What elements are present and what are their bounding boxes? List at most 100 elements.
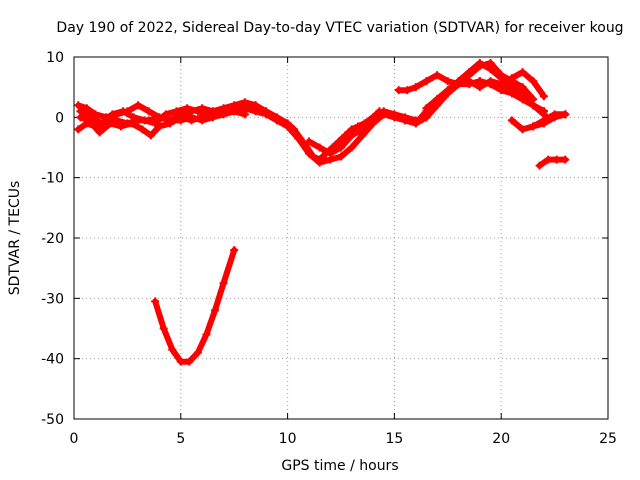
data-point bbox=[108, 110, 117, 119]
data-point bbox=[202, 330, 211, 339]
data-point bbox=[358, 125, 367, 134]
data-point bbox=[225, 107, 234, 116]
series-arc-7 bbox=[304, 107, 420, 158]
series-line bbox=[152, 247, 238, 365]
data-points bbox=[74, 59, 570, 366]
data-point bbox=[168, 345, 177, 354]
data-point bbox=[127, 119, 136, 128]
plot-frame bbox=[73, 56, 609, 420]
data-point bbox=[561, 110, 570, 119]
data-point bbox=[134, 101, 143, 110]
data-point bbox=[507, 74, 516, 83]
data-point bbox=[539, 119, 548, 128]
series-arc-6 bbox=[240, 104, 388, 167]
data-point bbox=[443, 89, 452, 98]
data-point bbox=[518, 95, 527, 104]
data-point bbox=[411, 83, 420, 92]
data-point bbox=[334, 137, 343, 146]
data-point bbox=[369, 119, 378, 128]
data-point bbox=[529, 95, 538, 104]
data-point bbox=[193, 107, 202, 116]
data-point bbox=[315, 143, 324, 152]
data-point bbox=[550, 113, 559, 122]
data-point bbox=[219, 279, 228, 288]
data-point bbox=[119, 107, 128, 116]
data-point bbox=[95, 128, 104, 137]
data-point bbox=[146, 131, 155, 140]
data-point bbox=[87, 113, 96, 122]
series-line bbox=[530, 111, 569, 130]
data-point bbox=[390, 113, 399, 122]
data-point bbox=[151, 119, 160, 128]
x-tick-label: 15 bbox=[385, 431, 403, 447]
data-point bbox=[539, 107, 548, 116]
data-point bbox=[215, 110, 224, 119]
series-arc-16 bbox=[151, 246, 239, 366]
data-point bbox=[337, 152, 345, 161]
data-point bbox=[326, 149, 335, 158]
data-point bbox=[315, 158, 324, 167]
data-point bbox=[144, 107, 153, 116]
data-point bbox=[475, 77, 484, 86]
y-tick-label: -30 bbox=[41, 291, 64, 307]
data-point bbox=[193, 348, 202, 357]
data-point bbox=[529, 122, 538, 131]
y-tick-label: -10 bbox=[41, 171, 64, 187]
data-point bbox=[529, 77, 538, 86]
x-tick-label: 5 bbox=[176, 431, 185, 447]
x-axis-label: GPS time / hours bbox=[281, 458, 398, 474]
data-point bbox=[454, 80, 463, 89]
x-tick-label: 10 bbox=[279, 431, 297, 447]
data-point bbox=[166, 119, 175, 128]
y-tick-label: -40 bbox=[41, 352, 64, 368]
data-point bbox=[204, 110, 213, 119]
series-arc-15 bbox=[535, 155, 570, 170]
data-point bbox=[465, 80, 474, 89]
data-point bbox=[187, 116, 196, 125]
data-point bbox=[262, 110, 271, 119]
data-point bbox=[507, 116, 516, 125]
data-point bbox=[304, 149, 313, 158]
data-point bbox=[176, 113, 185, 122]
data-point bbox=[129, 113, 138, 122]
data-point bbox=[403, 86, 412, 95]
data-point bbox=[443, 77, 452, 86]
x-tick-label: 25 bbox=[599, 431, 617, 447]
data-point bbox=[82, 104, 91, 113]
data-point bbox=[172, 107, 181, 116]
data-point bbox=[347, 131, 356, 140]
y-tick-label: -50 bbox=[41, 412, 64, 428]
data-point bbox=[411, 119, 420, 128]
data-point bbox=[475, 62, 484, 71]
data-point bbox=[97, 119, 106, 128]
data-point bbox=[422, 104, 431, 113]
data-point bbox=[394, 86, 403, 95]
x-tick-label: 0 bbox=[70, 431, 79, 447]
data-point bbox=[116, 122, 125, 131]
series-arc-14 bbox=[529, 110, 570, 131]
data-point bbox=[176, 357, 185, 366]
y-tick-label: 0 bbox=[55, 110, 64, 126]
data-point bbox=[183, 104, 192, 113]
data-point bbox=[544, 155, 553, 164]
data-point bbox=[497, 83, 506, 92]
x-tick-labels: 0 5 10 15 20 25 bbox=[70, 431, 617, 447]
data-point bbox=[518, 83, 527, 92]
data-point bbox=[486, 80, 495, 89]
data-point bbox=[240, 104, 249, 113]
data-point bbox=[401, 116, 410, 125]
data-point bbox=[76, 107, 85, 116]
data-point bbox=[535, 161, 544, 170]
y-axis-label: SDTVAR / TECUs bbox=[7, 181, 23, 296]
data-point bbox=[138, 125, 147, 134]
data-point bbox=[161, 110, 170, 119]
data-point bbox=[337, 143, 345, 152]
data-point bbox=[74, 101, 83, 110]
x-tick-label: 20 bbox=[492, 431, 510, 447]
data-point bbox=[379, 110, 388, 119]
data-point bbox=[561, 155, 570, 164]
data-point bbox=[433, 95, 442, 104]
data-point bbox=[518, 68, 527, 77]
data-point bbox=[155, 122, 164, 131]
